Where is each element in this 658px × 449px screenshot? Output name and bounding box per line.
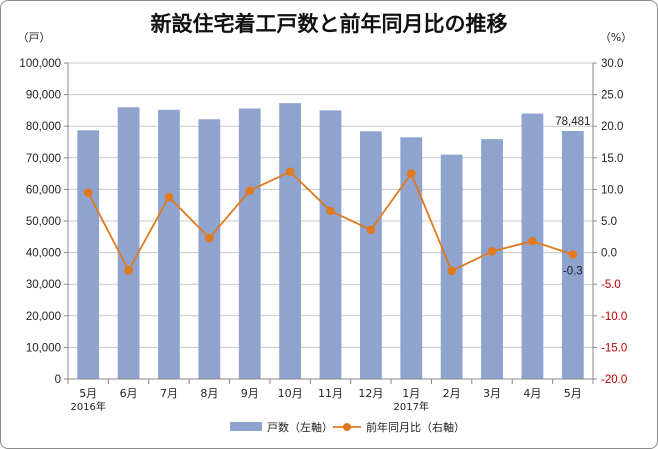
x-tick-label: 11月	[318, 387, 343, 400]
yoy-point	[285, 167, 295, 177]
right-tick-label: -10.0	[601, 311, 627, 323]
tick-labels: 0 10,000 20,000 30,000 40,000 50,000 60,000 70,…	[19, 58, 627, 413]
x-tick-label: 12月	[358, 387, 383, 400]
right-tick-label: -15.0	[601, 342, 627, 354]
bar	[521, 113, 544, 379]
yoy-point	[164, 192, 174, 202]
yoy-point	[366, 225, 376, 235]
bar	[158, 109, 180, 379]
bar	[279, 103, 302, 379]
left-tick-label: 20,000	[26, 311, 61, 323]
right-tick-label: 5.0	[601, 216, 617, 228]
x-tick-label: 10月	[278, 387, 303, 400]
legend-line-marker	[343, 423, 351, 431]
left-tick-label: 90,000	[26, 90, 61, 102]
bar	[319, 110, 342, 380]
left-tick-label: 0	[55, 374, 61, 386]
bar	[117, 107, 140, 380]
yoy-point	[326, 206, 335, 216]
yoy-point	[487, 247, 497, 256]
left-tick-label: 70,000	[26, 153, 61, 165]
legend-bar-swatch	[230, 422, 262, 431]
left-tick-label: 40,000	[26, 248, 61, 260]
bar-series	[77, 103, 584, 380]
x-year-label: 2016年	[70, 400, 105, 413]
x-tick-label: 4月	[523, 387, 541, 400]
right-tick-label: -5.0	[601, 279, 621, 291]
gridlines	[68, 62, 593, 348]
yoy-point	[568, 250, 578, 259]
yoy-point	[83, 188, 93, 197]
right-tick-label: -20.0	[601, 374, 627, 386]
legend: 戸数（左軸） 前年同月比（右軸）	[230, 420, 465, 434]
legend-line-label: 前年同月比（右軸）	[366, 420, 465, 434]
bar	[481, 139, 503, 379]
left-tick-label: 100,000	[19, 58, 61, 70]
right-tick-label: 15.0	[601, 153, 623, 165]
x-tick-label: 1月	[402, 387, 420, 400]
right-tick-label: 0.0	[601, 248, 617, 260]
right-axis-unit: （%）	[600, 31, 632, 44]
bar	[77, 130, 100, 379]
x-tick-label: 9月	[241, 387, 259, 400]
left-tick-label: 60,000	[26, 184, 61, 196]
legend-bar-label: 戸数（左軸）	[267, 420, 333, 434]
line-series	[83, 167, 578, 276]
left-tick-label: 10,000	[26, 342, 61, 354]
x-tick-label: 7月	[160, 387, 178, 400]
yoy-point	[447, 266, 456, 276]
right-tick-label: 20.0	[601, 121, 623, 133]
yoy-point	[528, 236, 537, 246]
yoy-point	[205, 233, 214, 243]
left-tick-label: 80,000	[26, 121, 61, 133]
chart-title: 新設住宅着工戸数と前年同月比の推移	[151, 12, 508, 36]
bar	[238, 108, 261, 379]
yoy-point	[245, 186, 255, 195]
axes	[64, 62, 597, 384]
bar	[359, 131, 382, 379]
bar	[198, 119, 221, 380]
x-year-label: 2017年	[394, 400, 429, 413]
x-tick-label: 2月	[443, 387, 461, 400]
right-tick-label: 10.0	[601, 184, 623, 196]
x-tick-label: 5月	[564, 387, 582, 400]
x-tick-label: 5月	[79, 387, 97, 400]
right-tick-label: 25.0	[601, 90, 623, 102]
x-tick-label: 3月	[483, 387, 501, 400]
bar	[400, 137, 423, 379]
bar-data-label: 78,481	[555, 116, 590, 128]
yoy-point	[406, 169, 416, 178]
x-tick-label: 8月	[200, 387, 218, 400]
left-tick-label: 30,000	[26, 279, 61, 291]
right-tick-label: 30.0	[601, 58, 623, 70]
left-axis-unit: （戸）	[18, 31, 51, 44]
yoy-point	[124, 265, 133, 275]
line-data-label: -0.3	[563, 265, 583, 277]
left-tick-label: 50,000	[26, 216, 61, 228]
x-tick-label: 6月	[120, 387, 138, 400]
